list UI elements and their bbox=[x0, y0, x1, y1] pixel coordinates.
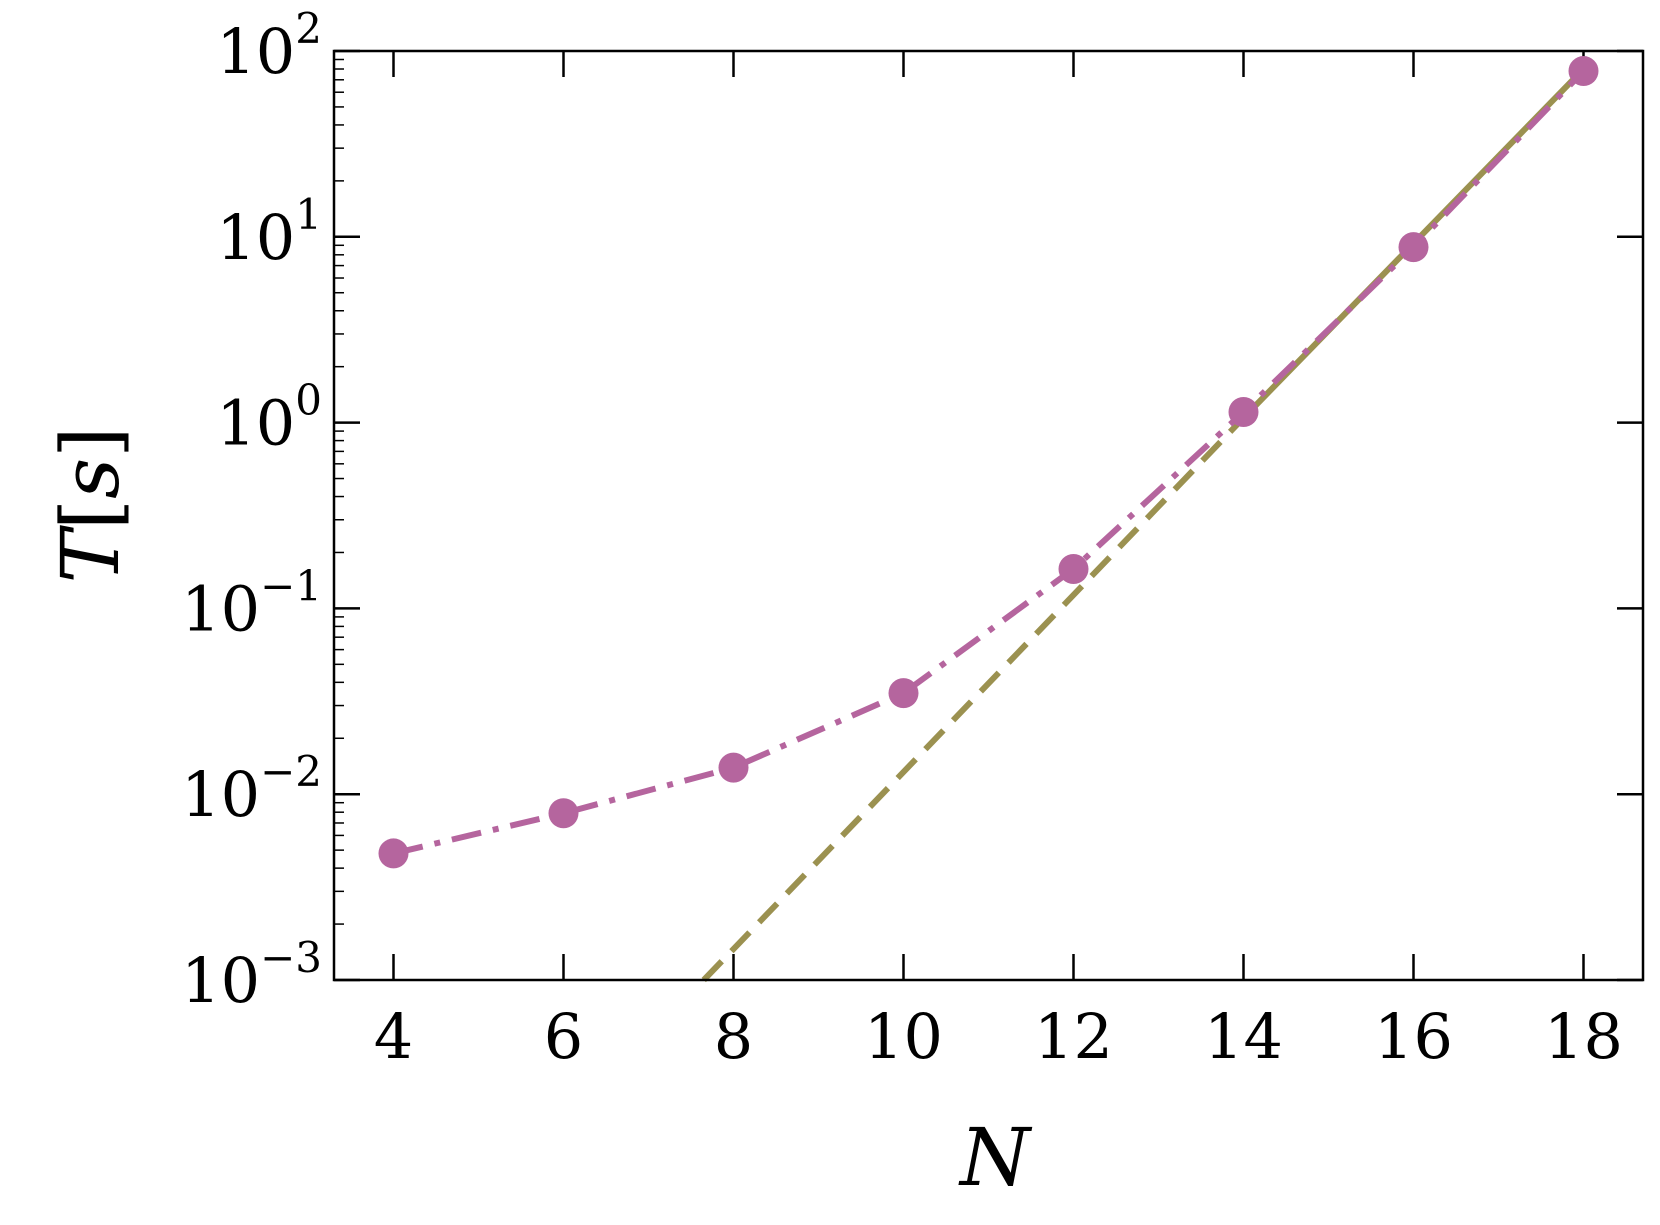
data-series bbox=[378, 56, 1599, 869]
data-series-line bbox=[392, 68, 1586, 857]
x-tick-label: 10 bbox=[864, 1000, 943, 1073]
y-tick-label: 100 bbox=[216, 376, 322, 460]
data-point bbox=[1398, 232, 1429, 263]
data-point bbox=[1568, 56, 1599, 87]
x-tick-label: 4 bbox=[374, 1000, 413, 1073]
data-point bbox=[378, 838, 409, 869]
x-tick-label: 18 bbox=[1544, 1000, 1623, 1073]
y-tick-labels: 10−3 10−2 10−1 100 101 102 bbox=[181, 4, 322, 1017]
x-tick-label: 16 bbox=[1374, 1000, 1453, 1073]
data-point bbox=[888, 678, 919, 709]
data-point bbox=[1228, 397, 1259, 428]
y-axis-title-unit: s bbox=[44, 458, 137, 499]
x-tick-label: 14 bbox=[1204, 1000, 1283, 1073]
y-axis-title-symbol: T bbox=[44, 524, 137, 583]
svg-text:T[s]: T[s] bbox=[44, 427, 137, 584]
y-tick-label: 10−1 bbox=[181, 561, 322, 645]
y-tick-label: 10−3 bbox=[181, 933, 322, 1017]
y-tick-label: 101 bbox=[216, 190, 322, 274]
x-tick-label: 6 bbox=[544, 1000, 583, 1073]
x-tick-label: 8 bbox=[714, 1000, 753, 1073]
plot-frame bbox=[332, 49, 1645, 982]
data-point bbox=[1058, 553, 1089, 584]
y-axis-title-open-bracket: [ bbox=[44, 499, 137, 530]
x-tick-labels: 4 6 8 10 12 14 16 18 bbox=[374, 1000, 1623, 1073]
minor-ticks bbox=[334, 58, 344, 925]
x-tick-label: 12 bbox=[1034, 1000, 1113, 1073]
y-tick-label: 10−2 bbox=[181, 747, 322, 831]
data-point bbox=[718, 752, 749, 783]
data-point bbox=[548, 798, 579, 829]
y-tick-label: 102 bbox=[216, 4, 322, 88]
major-ticks bbox=[334, 49, 1643, 982]
x-axis-title: N bbox=[958, 1111, 1033, 1204]
fit-line-dashed bbox=[701, 415, 1246, 983]
y-axis-title-close-bracket: ] bbox=[44, 427, 137, 458]
y-axis-title: T[s] bbox=[44, 427, 137, 584]
